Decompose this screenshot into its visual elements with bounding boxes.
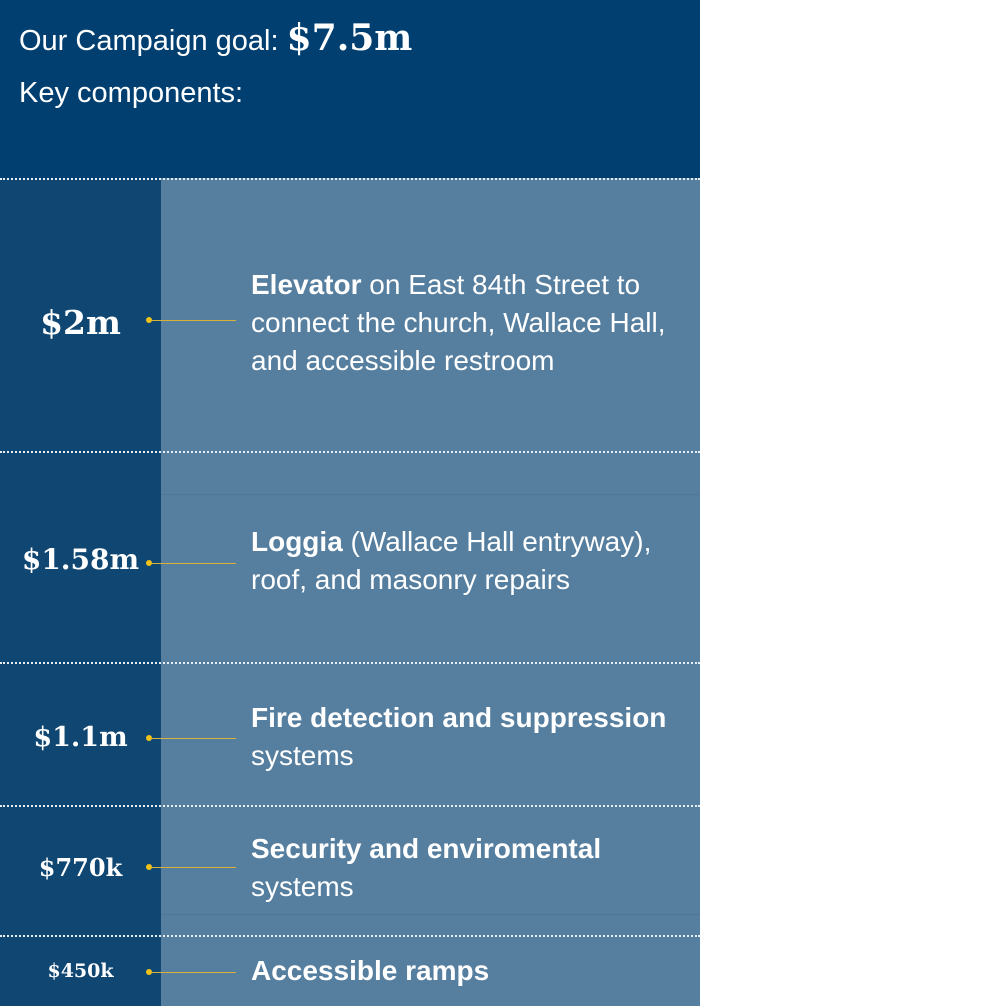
description-column	[161, 178, 700, 1006]
connector-line	[152, 738, 236, 739]
goal-value: $7.5m	[286, 17, 413, 59]
row-divider	[0, 178, 700, 180]
connector-dot	[146, 735, 152, 741]
block-edge	[161, 494, 700, 495]
key-components-label: Key components:	[19, 77, 244, 109]
connector-line	[152, 867, 236, 868]
component-lead: Accessible ramps	[251, 955, 490, 986]
component-detail: systems	[251, 740, 354, 771]
amount-security-systems: $770k	[38, 853, 123, 882]
row-divider	[0, 451, 700, 453]
amount-accessible-ramps: $450k	[47, 960, 114, 982]
component-lead: Fire detection and suppression	[251, 702, 667, 733]
component-detail: (Wallace Hall entryway), roof, and mason…	[251, 526, 652, 595]
amount-column	[0, 178, 161, 1006]
connector-dot	[146, 317, 152, 323]
component-detail: on East 84th Street to connect the churc…	[251, 269, 666, 376]
row-divider	[0, 935, 700, 937]
component-accessible-ramps: Accessible ramps	[251, 952, 691, 990]
component-security-systems: Security and enviromental systems	[251, 830, 691, 906]
connector-dot	[146, 560, 152, 566]
component-lead: Elevator	[251, 269, 362, 300]
component-fire-systems: Fire detection and suppression systems	[251, 699, 691, 775]
goal-prefix: Our Campaign goal:	[19, 25, 279, 57]
amount-elevator: $2m	[40, 303, 121, 342]
component-lead: Loggia	[251, 526, 343, 557]
campaign-header: Our Campaign goal: $7.5m Key components:	[0, 0, 700, 178]
amount-loggia: $1.58m	[21, 543, 140, 576]
connector-dot	[146, 864, 152, 870]
connector-line	[152, 320, 236, 321]
component-detail: systems	[251, 871, 354, 902]
amount-fire-systems: $1.1m	[33, 722, 128, 753]
component-lead: Security and enviromental	[251, 833, 602, 864]
campaign-goal: Our Campaign goal: $7.5m	[19, 17, 412, 59]
row-divider	[0, 805, 700, 807]
connector-dot	[146, 969, 152, 975]
component-elevator: Elevator on East 84th Street to connect …	[251, 266, 691, 380]
block-edge	[161, 914, 700, 915]
connector-line	[152, 563, 236, 564]
component-loggia: Loggia (Wallace Hall entryway), roof, an…	[251, 523, 691, 599]
connector-line	[152, 972, 236, 973]
row-divider	[0, 662, 700, 664]
